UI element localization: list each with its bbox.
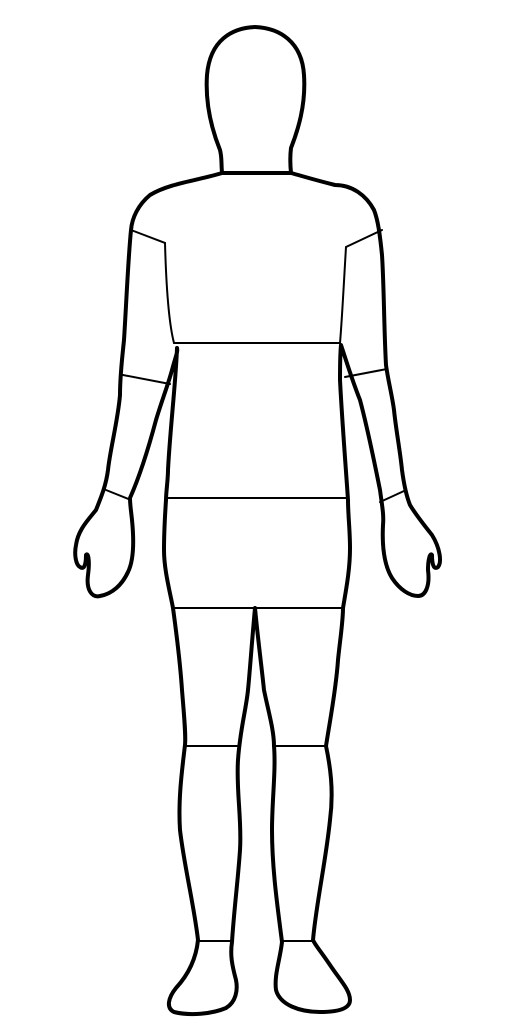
body-outline [73,171,442,1017]
head-outline [204,25,307,175]
right-upper-arm-line [344,368,388,378]
upper-torso-left-side [130,229,175,344]
left-wrist-line [105,489,132,501]
upper-torso-right-side [339,229,383,344]
left-upper-arm-line [122,374,171,385]
right-wrist-line [379,490,405,503]
